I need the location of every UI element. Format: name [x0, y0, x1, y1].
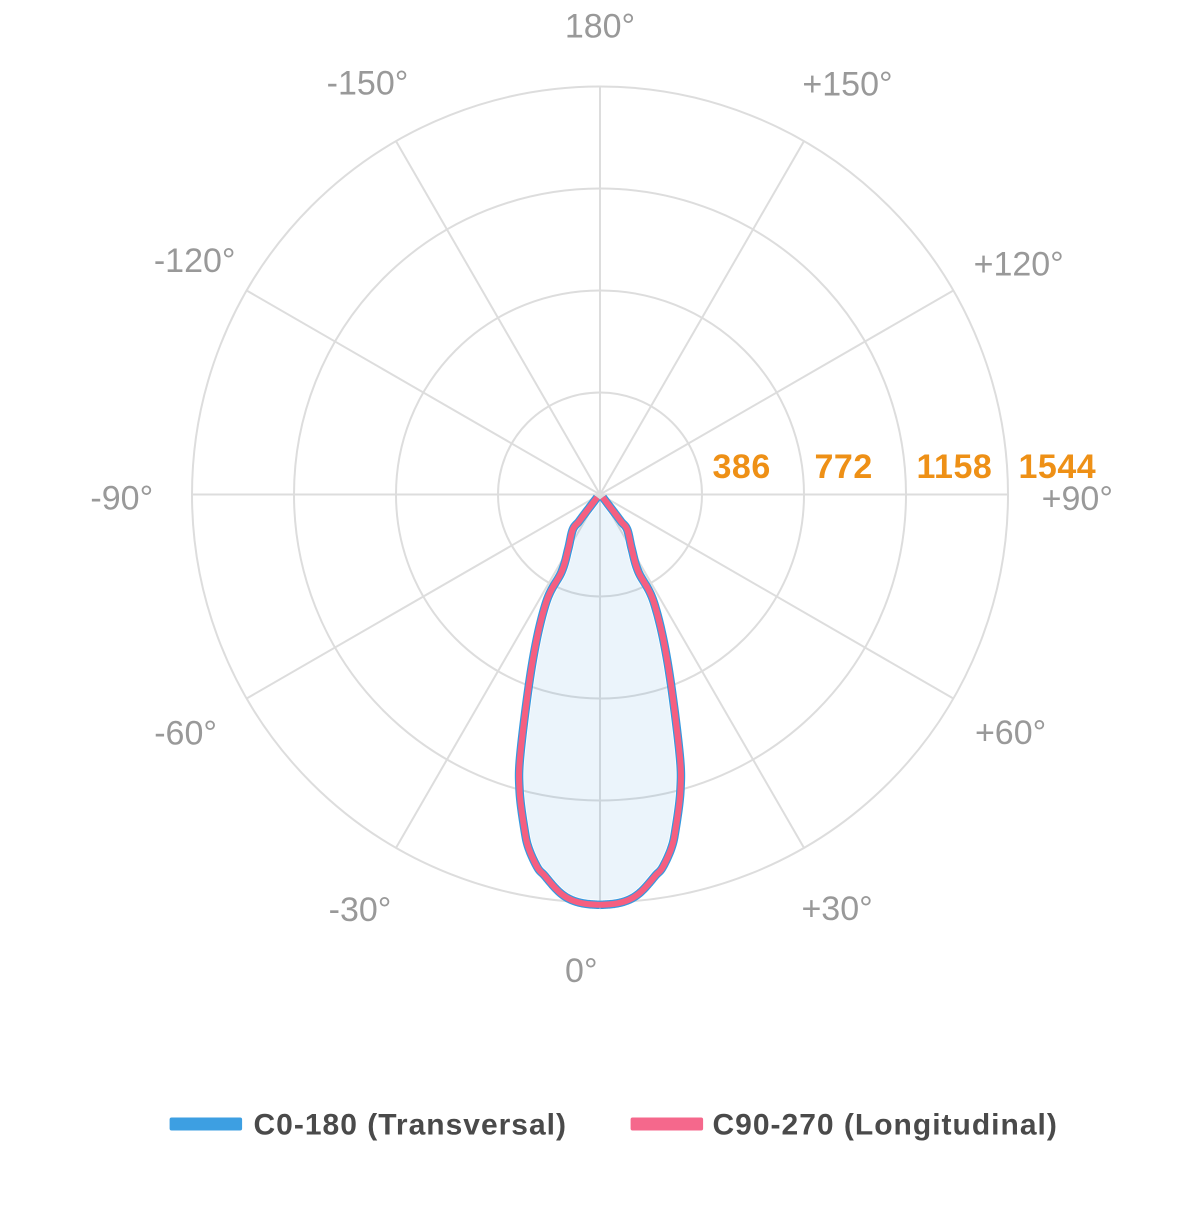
svg-text:-150°: -150° [327, 64, 409, 102]
svg-text:C90-270 (Longitudinal): C90-270 (Longitudinal) [713, 1109, 1058, 1142]
svg-text:-30°: -30° [329, 891, 392, 929]
svg-text:+60°: +60° [975, 714, 1046, 752]
svg-text:-90°: -90° [90, 479, 153, 517]
svg-text:1158: 1158 [917, 448, 993, 486]
svg-text:180°: 180° [565, 7, 635, 45]
svg-text:+30°: +30° [801, 890, 872, 928]
svg-text:386: 386 [713, 448, 771, 486]
svg-text:+150°: +150° [802, 65, 892, 103]
svg-text:0°: 0° [565, 952, 598, 990]
svg-text:C0-180 (Transversal): C0-180 (Transversal) [254, 1109, 568, 1142]
svg-text:-120°: -120° [154, 242, 236, 280]
svg-text:+120°: +120° [974, 246, 1064, 284]
svg-text:+90°: +90° [1042, 480, 1113, 518]
svg-text:772: 772 [815, 448, 873, 486]
svg-text:-60°: -60° [154, 714, 217, 752]
svg-text:1544: 1544 [1019, 448, 1097, 486]
